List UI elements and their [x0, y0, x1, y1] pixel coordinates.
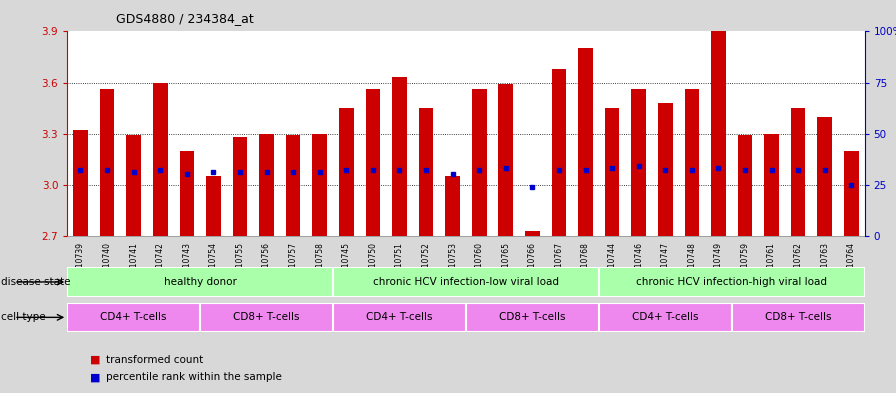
Bar — [67, 303, 200, 332]
Text: transformed count: transformed count — [106, 354, 203, 365]
Text: GDS4880 / 234384_at: GDS4880 / 234384_at — [116, 12, 254, 25]
Bar — [392, 77, 407, 236]
Bar — [67, 267, 333, 297]
Text: disease state: disease state — [1, 277, 71, 287]
Bar — [764, 134, 779, 236]
Bar — [445, 176, 460, 236]
Bar — [99, 89, 115, 236]
Text: percentile rank within the sample: percentile rank within the sample — [106, 372, 281, 382]
Bar — [844, 151, 858, 236]
Bar — [732, 303, 865, 332]
Text: ■: ■ — [90, 372, 104, 382]
Text: CD4+ T-cells: CD4+ T-cells — [632, 312, 699, 322]
Text: CD4+ T-cells: CD4+ T-cells — [366, 312, 433, 322]
Bar — [599, 303, 732, 332]
Bar — [339, 108, 354, 236]
Bar — [259, 134, 274, 236]
Bar — [179, 151, 194, 236]
Bar — [552, 69, 566, 236]
Text: chronic HCV infection-low viral load: chronic HCV infection-low viral load — [373, 277, 559, 287]
Text: CD4+ T-cells: CD4+ T-cells — [100, 312, 167, 322]
Text: ■: ■ — [90, 354, 104, 365]
Bar — [73, 130, 88, 236]
Bar — [632, 89, 646, 236]
Bar — [817, 117, 832, 236]
Bar — [153, 83, 168, 236]
Bar — [313, 134, 327, 236]
Bar — [791, 108, 806, 236]
Bar — [498, 84, 513, 236]
Bar — [711, 31, 726, 236]
Text: CD8+ T-cells: CD8+ T-cells — [765, 312, 831, 322]
Bar — [658, 103, 673, 236]
Bar — [126, 135, 141, 236]
Bar — [333, 267, 599, 297]
Bar — [366, 89, 380, 236]
Bar — [525, 231, 539, 236]
Text: CD8+ T-cells: CD8+ T-cells — [233, 312, 300, 322]
Text: chronic HCV infection-high viral load: chronic HCV infection-high viral load — [636, 277, 827, 287]
Bar — [466, 303, 599, 332]
Bar — [206, 176, 220, 236]
Bar — [418, 108, 434, 236]
Bar — [333, 303, 466, 332]
Bar — [200, 303, 333, 332]
Text: CD8+ T-cells: CD8+ T-cells — [499, 312, 565, 322]
Bar — [605, 108, 619, 236]
Text: healthy donor: healthy donor — [164, 277, 237, 287]
Bar — [286, 135, 300, 236]
Bar — [737, 135, 753, 236]
Text: cell type: cell type — [1, 312, 46, 322]
Bar — [578, 48, 593, 236]
Bar — [599, 267, 865, 297]
Bar — [685, 89, 699, 236]
Bar — [233, 137, 247, 236]
Bar — [472, 89, 487, 236]
